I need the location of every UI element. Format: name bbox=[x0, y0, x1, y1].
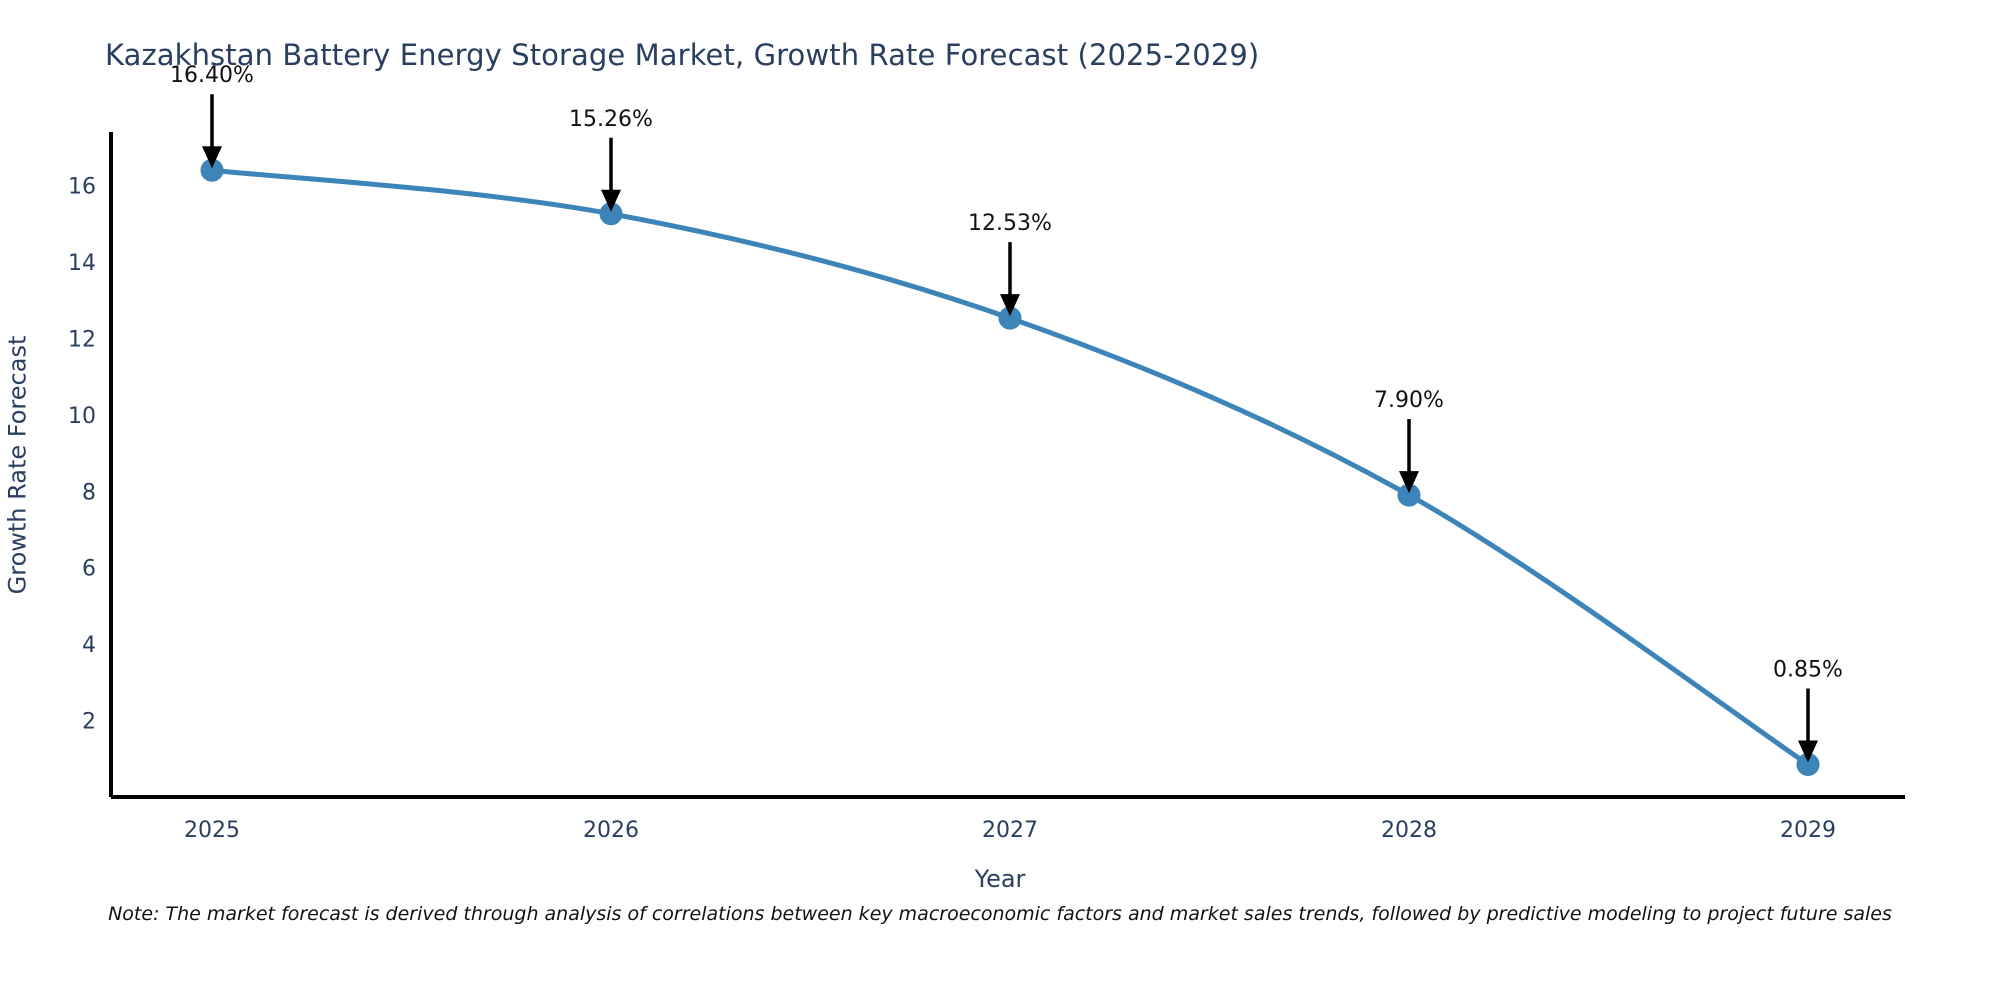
data-point-label: 7.90% bbox=[1374, 388, 1444, 413]
y-tick-label: 8 bbox=[82, 480, 96, 505]
annotation-arrow-head bbox=[601, 189, 621, 212]
footnote: Note: The market forecast is derived thr… bbox=[108, 903, 1892, 925]
annotation-arrow-head bbox=[1798, 740, 1818, 763]
y-tick-label: 6 bbox=[82, 557, 96, 582]
data-point-label: 0.85% bbox=[1773, 658, 1843, 683]
x-tick-label: 2029 bbox=[1780, 818, 1836, 843]
x-tick-label: 2027 bbox=[982, 818, 1038, 843]
annotation-arrow-head bbox=[202, 146, 222, 169]
data-point-label: 16.40% bbox=[170, 63, 254, 88]
y-tick-label: 10 bbox=[68, 404, 96, 429]
y-tick-label: 4 bbox=[82, 633, 96, 658]
annotation-arrow-head bbox=[1399, 471, 1419, 494]
x-axis-title: Year bbox=[974, 865, 1026, 893]
annotation-arrow-head bbox=[1000, 294, 1020, 317]
y-tick-label: 2 bbox=[82, 710, 96, 735]
x-tick-label: 2028 bbox=[1381, 818, 1437, 843]
page-title: Kazakhstan Battery Energy Storage Market… bbox=[105, 38, 1260, 72]
data-point-label: 12.53% bbox=[968, 211, 1052, 236]
data-point-annotations: 16.40% 15.26% 12.53% 7.90% 0.85% bbox=[170, 63, 1843, 763]
x-tick-label: 2026 bbox=[583, 818, 639, 843]
y-tick-label: 12 bbox=[68, 327, 96, 352]
data-point-markers bbox=[200, 158, 1820, 777]
y-axis-tick-labels: 2 4 6 8 10 12 14 16 bbox=[68, 175, 96, 735]
y-tick-label: 14 bbox=[68, 251, 96, 276]
x-tick-label: 2025 bbox=[184, 818, 240, 843]
y-tick-label: 16 bbox=[68, 175, 96, 200]
x-axis-tick-labels: 2025 2026 2027 2028 2029 bbox=[184, 818, 1836, 843]
data-point-label: 15.26% bbox=[569, 107, 653, 132]
